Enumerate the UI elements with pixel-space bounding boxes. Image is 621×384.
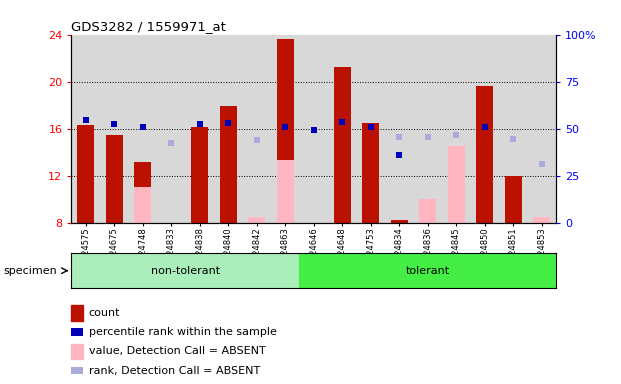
Text: value, Detection Call = ABSENT: value, Detection Call = ABSENT [89, 346, 266, 356]
Bar [448, 146, 465, 223]
Bar [77, 125, 94, 223]
Text: tolerant: tolerant [406, 266, 450, 276]
Bar [419, 199, 436, 223]
Bar [191, 127, 208, 223]
Bar [276, 161, 294, 223]
Bar [106, 134, 123, 223]
FancyBboxPatch shape [299, 253, 556, 288]
Bar [134, 187, 151, 223]
Bar [248, 217, 265, 223]
Bar [476, 86, 493, 223]
Bar [391, 220, 407, 223]
Bar [533, 217, 550, 223]
Text: GDS3282 / 1559971_at: GDS3282 / 1559971_at [71, 20, 226, 33]
Text: specimen: specimen [3, 266, 57, 276]
Text: non-tolerant: non-tolerant [151, 266, 220, 276]
Text: count: count [89, 308, 120, 318]
Bar [362, 123, 379, 223]
Bar [333, 68, 351, 223]
Bar [220, 106, 237, 223]
Text: rank, Detection Call = ABSENT: rank, Detection Call = ABSENT [89, 366, 260, 376]
Bar [504, 176, 522, 223]
Bar [134, 162, 151, 223]
Text: s: s [75, 366, 79, 375]
FancyBboxPatch shape [71, 253, 299, 288]
Text: percentile rank within the sample: percentile rank within the sample [89, 327, 277, 337]
Text: s: s [75, 328, 79, 337]
Bar [276, 39, 294, 223]
